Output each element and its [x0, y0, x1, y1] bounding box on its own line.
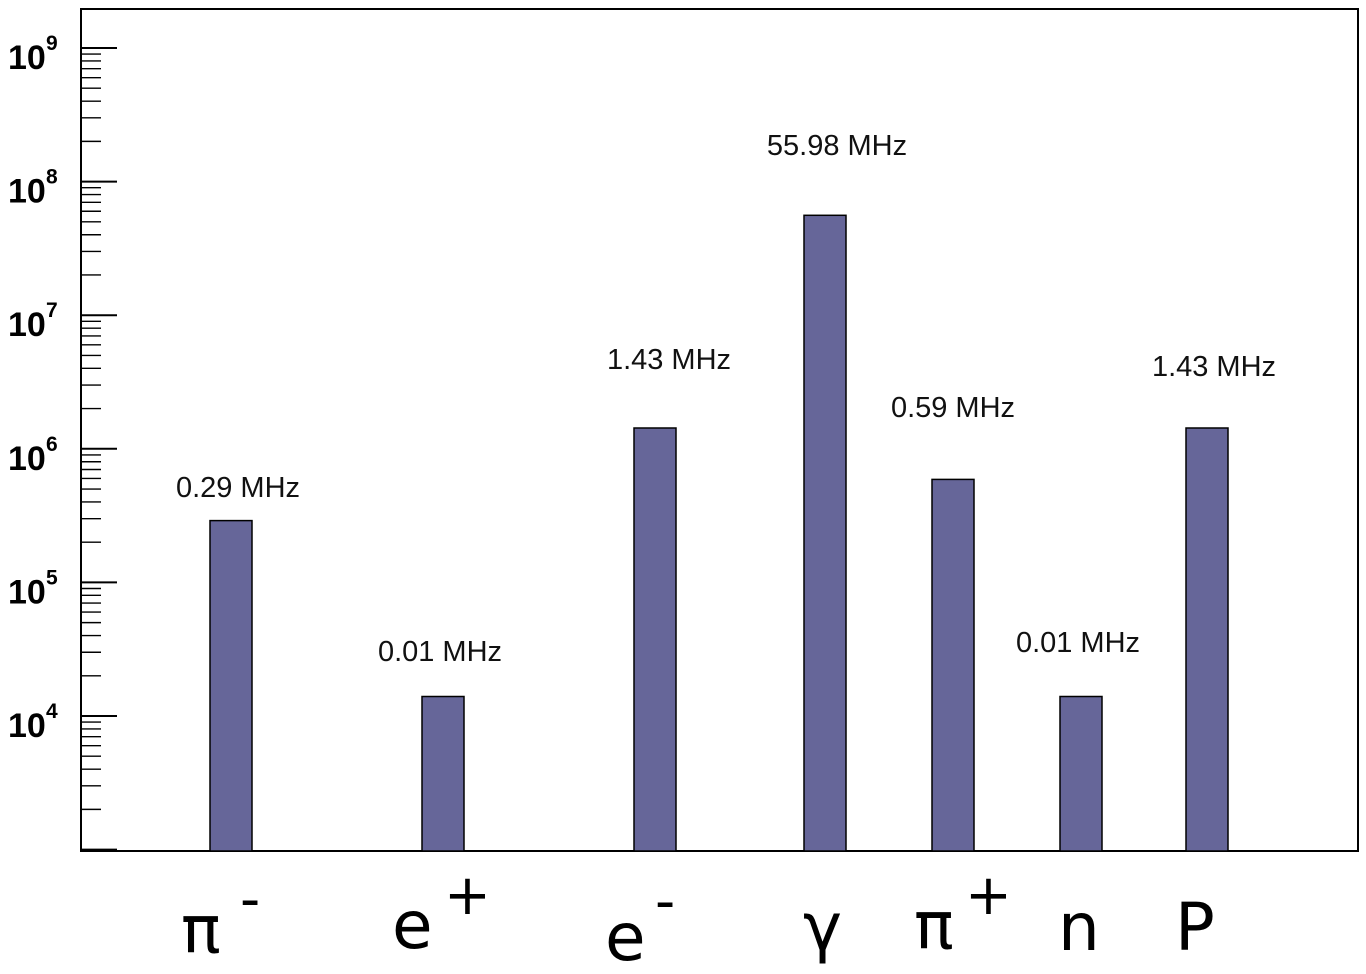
- y-tick-exponent: 7: [46, 299, 58, 322]
- y-tick-label: 10: [8, 306, 46, 344]
- bar-4: [931, 478, 975, 852]
- y-tick-exponent: 5: [46, 566, 58, 589]
- bar-2: [633, 427, 677, 852]
- y-tick-label: 10: [8, 39, 46, 77]
- y-tick-exponent: 8: [46, 166, 58, 189]
- bar-5: [1059, 695, 1103, 852]
- bar-3: [803, 214, 847, 852]
- data-label-3: 55.98 MHz: [767, 130, 907, 162]
- category-label-6: P: [1175, 889, 1215, 966]
- plot-frame: [80, 8, 1359, 852]
- data-label-1: 0.01 MHz: [378, 636, 502, 668]
- bar-6: [1185, 427, 1229, 852]
- y-tick-exponent: 4: [46, 700, 58, 723]
- data-label-6: 1.43 MHz: [1152, 351, 1276, 383]
- category-sup-2: -: [655, 869, 675, 934]
- category-labels: π - e +e - γ π + n P: [181, 863, 1215, 974]
- data-label-2: 1.43 MHz: [607, 344, 731, 376]
- category-sup-4: +: [965, 863, 1012, 928]
- bar-0: [209, 519, 253, 852]
- category-label-0: π: [181, 891, 221, 968]
- category-label-5: n: [1058, 889, 1100, 966]
- data-labels: 0.29 MHz 0.01 MHz 1.43 MHz 55.98 MHz 0.59 MH…: [176, 130, 1276, 668]
- data-label-0: 0.29 MHz: [176, 472, 300, 504]
- y-tick-label: 10: [8, 173, 46, 211]
- category-sup-1: +: [444, 863, 491, 928]
- y-tick-label: 10: [8, 573, 46, 611]
- category-label-2: e: [605, 899, 646, 974]
- category-sup-0: -: [240, 867, 260, 932]
- y-tick-exponent: 9: [46, 32, 58, 55]
- category-label-3: γ: [803, 889, 842, 966]
- data-label-5: 0.01 MHz: [1016, 627, 1140, 659]
- data-label-4: 0.59 MHz: [891, 392, 1015, 424]
- y-tick-label: 10: [8, 440, 46, 478]
- category-label-4: π: [914, 887, 954, 964]
- category-label-1: e: [392, 887, 433, 964]
- y-tick-label: 10: [8, 707, 46, 745]
- y-tick-exponent: 6: [46, 433, 58, 456]
- bars: [209, 214, 1229, 852]
- bar-1: [421, 695, 465, 852]
